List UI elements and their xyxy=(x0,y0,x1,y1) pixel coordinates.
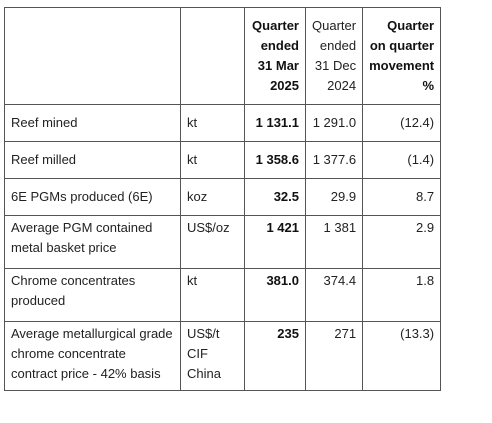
table-row: Average PGM contained metal basket price… xyxy=(4,215,442,269)
table-row: 6E PGMs produced (6E) koz 32.5 29.9 8.7 xyxy=(4,178,442,216)
table-header-row: Quarter ended 31 Mar 2025 Quarter ended … xyxy=(4,7,442,105)
row-label: Reef mined xyxy=(4,104,181,142)
header-line: 31 Dec xyxy=(314,58,357,73)
row-label: Chrome concentrates produced xyxy=(4,268,181,322)
header-line: 2024 xyxy=(327,78,357,93)
row-label: 6E PGMs produced (6E) xyxy=(4,178,181,216)
header-line: Quarter xyxy=(387,18,435,33)
table-row: Chrome concentrates produced kt 381.0 37… xyxy=(4,268,442,322)
table-row: Reef mined kt 1 131.1 1 291.0 (12.4) xyxy=(4,104,442,142)
row-value-q1-2025: 32.5 xyxy=(244,178,306,216)
row-label: Average PGM contained metal basket price xyxy=(4,215,181,269)
row-value-q4-2024: 29.9 xyxy=(304,178,364,216)
row-value-q4-2024: 1 291.0 xyxy=(304,104,364,142)
row-value-q4-2024: 1 381 xyxy=(304,215,364,269)
header-line: ended xyxy=(260,38,299,53)
row-value-q1-2025: 1 131.1 xyxy=(244,104,306,142)
row-label: Reef milled xyxy=(4,141,181,179)
row-movement: (13.3) xyxy=(362,321,442,391)
row-movement: 1.8 xyxy=(362,268,442,322)
header-line: 31 Mar xyxy=(257,58,299,73)
row-unit: kt xyxy=(180,141,245,179)
row-value-q4-2024: 1 377.6 xyxy=(304,141,364,179)
row-label: Average metallurgical grade chrome conce… xyxy=(4,321,181,391)
table-row: Reef milled kt 1 358.6 1 377.6 (1.4) xyxy=(4,141,442,179)
header-empty-label xyxy=(4,7,181,105)
row-value-q1-2025: 1 421 xyxy=(244,215,306,269)
header-line: ended xyxy=(319,38,357,53)
production-table-container: Quarter ended 31 Mar 2025 Quarter ended … xyxy=(4,7,442,391)
row-movement: (12.4) xyxy=(362,104,442,142)
row-unit: US$/oz xyxy=(180,215,245,269)
row-unit: koz xyxy=(180,178,245,216)
row-movement: 8.7 xyxy=(362,178,442,216)
header-quarter-mar-2025: Quarter ended 31 Mar 2025 xyxy=(244,7,306,105)
header-line: movement xyxy=(369,58,435,73)
header-line: Quarter xyxy=(312,18,357,33)
row-value-q1-2025: 381.0 xyxy=(244,268,306,322)
row-movement: 2.9 xyxy=(362,215,442,269)
row-unit: kt xyxy=(180,268,245,322)
row-value-q4-2024: 374.4 xyxy=(304,268,364,322)
row-value-q1-2025: 235 xyxy=(244,321,306,391)
production-table: Quarter ended 31 Mar 2025 Quarter ended … xyxy=(4,7,442,391)
row-unit: US$/t CIF China xyxy=(180,321,245,391)
row-value-q4-2024: 271 xyxy=(304,321,364,391)
header-line: Quarter xyxy=(252,18,299,33)
header-line: on quarter xyxy=(369,38,435,53)
header-quarter-movement: Quarter on quarter movement % xyxy=(362,7,442,105)
header-line: 2025 xyxy=(270,78,299,93)
table-row: Average metallurgical grade chrome conce… xyxy=(4,321,442,391)
header-line: % xyxy=(422,78,435,93)
header-quarter-dec-2024: Quarter ended 31 Dec 2024 xyxy=(304,7,364,105)
row-value-q1-2025: 1 358.6 xyxy=(244,141,306,179)
row-unit: kt xyxy=(180,104,245,142)
header-empty-unit xyxy=(180,7,245,105)
row-movement: (1.4) xyxy=(362,141,442,179)
